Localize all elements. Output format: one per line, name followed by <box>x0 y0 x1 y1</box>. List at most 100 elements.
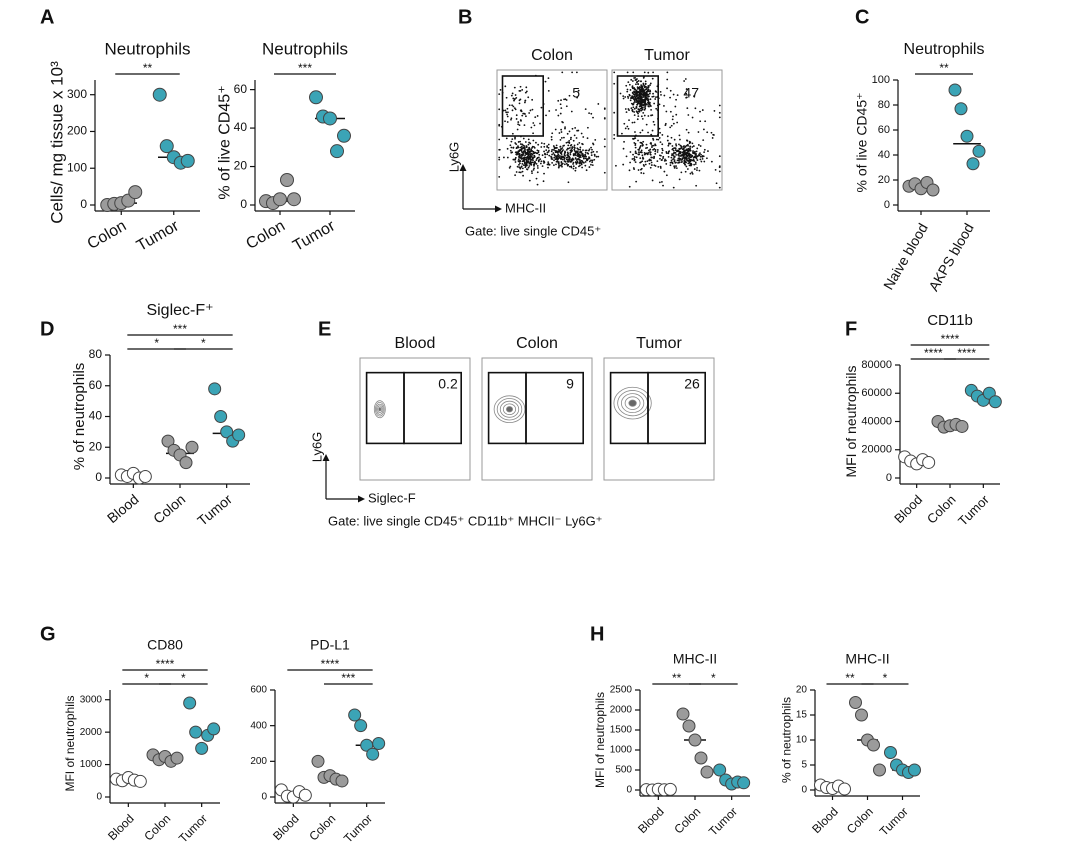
flow-contour <box>373 400 386 419</box>
flow-event <box>642 111 645 114</box>
flow-event <box>641 87 644 90</box>
flow-event <box>613 71 616 74</box>
flow-event <box>642 96 645 98</box>
flow-event <box>642 164 645 166</box>
flow-event <box>588 166 591 168</box>
flow-event <box>633 121 636 124</box>
flow-event <box>558 164 560 166</box>
flow-event <box>647 152 650 154</box>
flow-event <box>546 145 549 147</box>
flow-event <box>550 155 552 158</box>
flow-event <box>625 155 628 158</box>
flow-event <box>565 162 568 165</box>
flow-event <box>665 163 668 165</box>
flow-event <box>575 137 578 139</box>
flow-event <box>568 165 571 168</box>
flow-event <box>533 163 536 166</box>
flow-event <box>676 159 679 162</box>
flow-event <box>613 137 616 140</box>
data-point <box>694 751 708 765</box>
flow-event <box>639 89 642 92</box>
flow-event <box>575 163 578 165</box>
flow-event <box>685 157 688 159</box>
y-tick-label: 400 <box>250 720 267 731</box>
flow-event <box>710 131 713 134</box>
flow-event <box>518 102 521 105</box>
flow-event <box>636 94 639 97</box>
flow-event <box>676 150 679 153</box>
flow-event <box>603 171 606 174</box>
flow-event <box>670 136 673 139</box>
flow-event <box>571 71 574 74</box>
flow-event <box>525 86 528 89</box>
flow-event <box>566 154 569 156</box>
flow-event <box>533 146 536 149</box>
flow-event <box>559 112 562 115</box>
flow-event <box>545 149 548 152</box>
flow-event <box>542 160 545 163</box>
flow-event <box>526 152 529 155</box>
flow-event <box>575 71 578 74</box>
flow-event <box>669 126 672 129</box>
flow-event <box>576 161 579 164</box>
flow-event <box>672 147 674 150</box>
flow-event <box>639 93 642 95</box>
flow-event <box>560 156 563 159</box>
flow-event <box>591 159 594 162</box>
flow-event <box>567 144 570 147</box>
y-tick-label: 2000 <box>610 705 633 716</box>
flow-event <box>631 108 634 111</box>
flow-event <box>651 179 654 182</box>
flow-event <box>678 150 681 153</box>
flow-event <box>710 160 713 163</box>
flow-event <box>633 93 636 96</box>
flow-event <box>673 138 676 141</box>
flow-event <box>574 169 577 172</box>
flow-event <box>634 131 636 133</box>
flow-event <box>561 71 564 74</box>
flow-event <box>556 157 559 160</box>
flow-event <box>675 154 678 156</box>
data-point <box>170 751 184 765</box>
data-point <box>873 763 886 777</box>
flow-event <box>687 162 690 165</box>
flow-event <box>514 94 517 96</box>
flow-event <box>515 171 518 173</box>
flow-contour <box>378 407 382 412</box>
y-tick-label: 100 <box>67 160 87 174</box>
flow-event <box>520 155 523 157</box>
flow-event <box>687 114 690 116</box>
flow-event <box>560 128 563 131</box>
flow-event <box>568 159 571 161</box>
data-point <box>884 746 897 759</box>
flow-event <box>544 156 547 159</box>
data-point <box>287 192 301 207</box>
flow-event <box>625 84 628 87</box>
flow-event <box>633 111 636 113</box>
flow-event <box>663 105 665 107</box>
flow-event <box>639 131 642 134</box>
flow-event <box>674 147 677 150</box>
flow-event <box>533 160 536 163</box>
flow-event <box>581 143 584 146</box>
flow-event <box>505 137 508 140</box>
flow-event <box>524 91 527 94</box>
flow-event <box>586 137 589 140</box>
flow-event <box>636 78 638 80</box>
flow-event <box>544 153 546 156</box>
flow-event <box>550 138 553 141</box>
flow-event <box>567 181 570 184</box>
flow-event <box>672 122 675 125</box>
flow-event <box>652 137 654 140</box>
flow-event <box>613 82 616 85</box>
significance-label: * <box>154 336 159 350</box>
flow-event <box>511 92 514 95</box>
flow-event <box>533 151 536 154</box>
significance-label: ** <box>143 61 153 75</box>
flow-event <box>634 137 637 140</box>
flow-event <box>638 110 641 113</box>
flow-event <box>530 163 533 166</box>
flow-event <box>637 83 640 86</box>
flow-event <box>582 155 585 158</box>
flow-event <box>664 122 667 125</box>
